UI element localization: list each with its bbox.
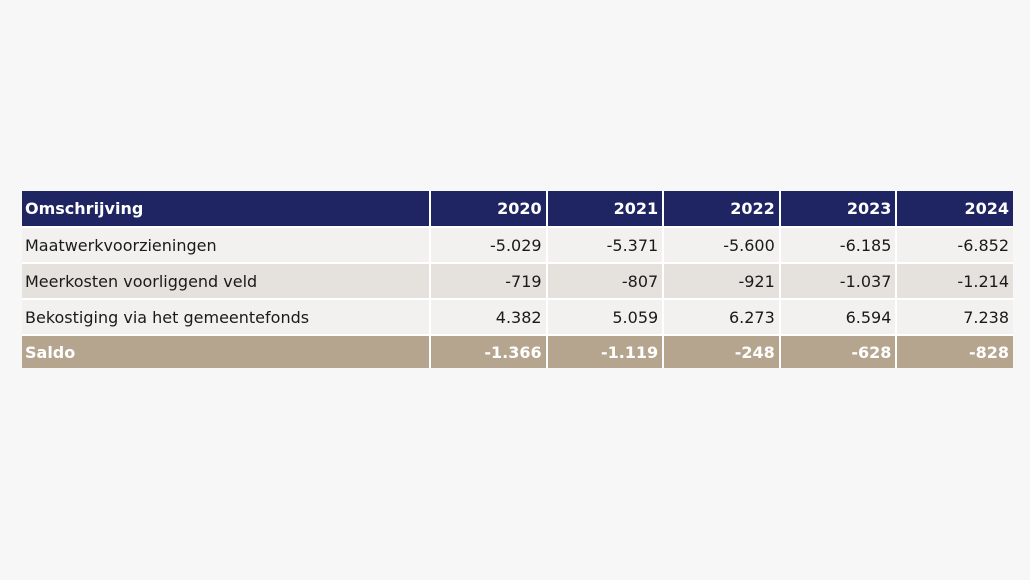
row-label: Maatwerkvoorzieningen [22,227,430,264]
row-value: 7.238 [895,299,1013,336]
row-value: -5.600 [662,227,780,264]
row-value: 5.059 [545,299,664,336]
header-row: Omschrijving 2020 2021 2022 2023 2024 [22,191,1013,228]
row-label: Bekostiging via het gemeentefonds [22,299,430,336]
header-year-2022: 2022 [662,191,780,228]
row-value: 6.273 [662,299,780,336]
header-omschrijving: Omschrijving [22,191,430,228]
total-value: -828 [895,335,1013,368]
total-value: -628 [778,335,897,368]
row-value: 6.594 [778,299,897,336]
row-label: Meerkosten voorliggend veld [22,263,430,300]
row-value: -5.029 [429,227,547,264]
header-year-2021: 2021 [545,191,664,228]
header-year-2024: 2024 [895,191,1013,228]
row-value: -1.037 [778,263,897,300]
row-value: -6.185 [778,227,897,264]
row-value: 4.382 [429,299,547,336]
table-row: Maatwerkvoorzieningen -5.029 -5.371 -5.6… [22,227,1013,264]
total-value: -1.119 [545,335,664,368]
total-row: Saldo -1.366 -1.119 -248 -628 -828 [22,335,1013,368]
header-year-2023: 2023 [778,191,897,228]
table-row: Bekostiging via het gemeentefonds 4.382 … [22,299,1013,336]
total-value: -1.366 [429,335,547,368]
row-value: -6.852 [895,227,1013,264]
table-row: Meerkosten voorliggend veld -719 -807 -9… [22,263,1013,300]
row-value: -921 [662,263,780,300]
header-year-2020: 2020 [429,191,547,228]
row-value: -1.214 [895,263,1013,300]
total-value: -248 [662,335,780,368]
budget-table: Omschrijving 2020 2021 2022 2023 2024 Ma… [22,191,1013,368]
row-value: -5.371 [545,227,664,264]
row-value: -719 [429,263,547,300]
total-label: Saldo [22,335,430,368]
row-value: -807 [545,263,664,300]
